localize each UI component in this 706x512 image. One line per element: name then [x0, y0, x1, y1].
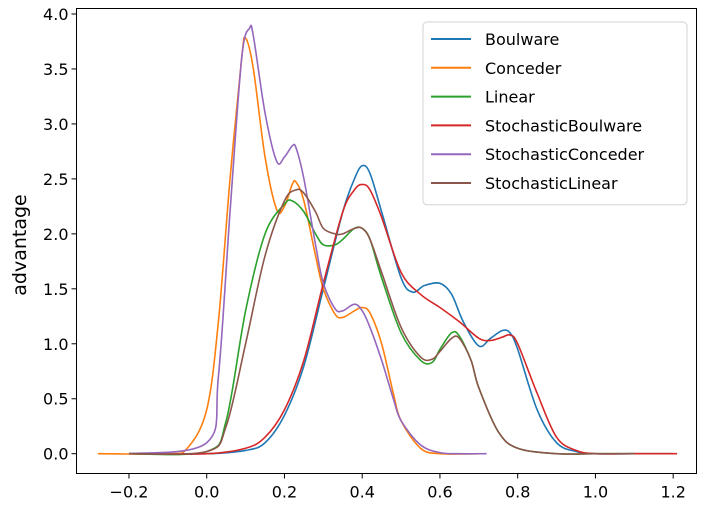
x-axis: −0.2 0.0 0.2 0.4 0.6 0.8 1.0 1.2	[110, 473, 686, 502]
x-tick-label: −0.2	[110, 483, 149, 502]
y-tick-label: 3.5	[43, 60, 68, 79]
legend-label: Boulware	[485, 30, 559, 49]
legend-label: Conceder	[485, 59, 562, 78]
y-tick-label: 0.0	[43, 445, 68, 464]
y-axis: 0.0 0.5 1.0 1.5 2.0 2.5 3.0 3.5 4.0	[43, 5, 77, 464]
x-tick-label: 0.2	[272, 483, 297, 502]
x-tick-label: 0.0	[194, 483, 219, 502]
y-tick-label: 1.5	[43, 280, 68, 299]
series-line-4	[128, 24, 487, 455]
plot-frame	[76, 8, 697, 474]
x-tick-label: 0.4	[349, 483, 374, 502]
y-tick-label: 4.0	[43, 5, 68, 24]
x-tick-label: 0.8	[505, 483, 530, 502]
x-tick-label: 1.0	[583, 483, 608, 502]
y-axis-label: advantage	[9, 194, 31, 295]
y-tick-label: 2.5	[43, 170, 68, 189]
legend: Boulware Conceder Linear StochasticBoulware…	[422, 21, 688, 206]
legend-label: Linear	[485, 88, 535, 107]
legend-box	[422, 21, 688, 206]
legend-label: StochasticLinear	[485, 174, 618, 193]
x-tick-label: 1.2	[660, 483, 685, 502]
x-tick-label: 0.6	[427, 483, 452, 502]
series-line-0	[128, 164, 674, 455]
legend-label: StochasticConceder	[485, 145, 645, 164]
y-tick-label: 1.0	[43, 335, 68, 354]
y-tick-label: 2.0	[43, 225, 68, 244]
y-tick-label: 3.0	[43, 115, 68, 134]
series-line-5	[128, 188, 635, 455]
series-line-3	[128, 183, 678, 455]
legend-label: StochasticBoulware	[485, 116, 642, 135]
y-tick-label: 0.5	[43, 390, 68, 409]
series-line-1	[97, 36, 479, 455]
series-lines	[97, 24, 678, 456]
